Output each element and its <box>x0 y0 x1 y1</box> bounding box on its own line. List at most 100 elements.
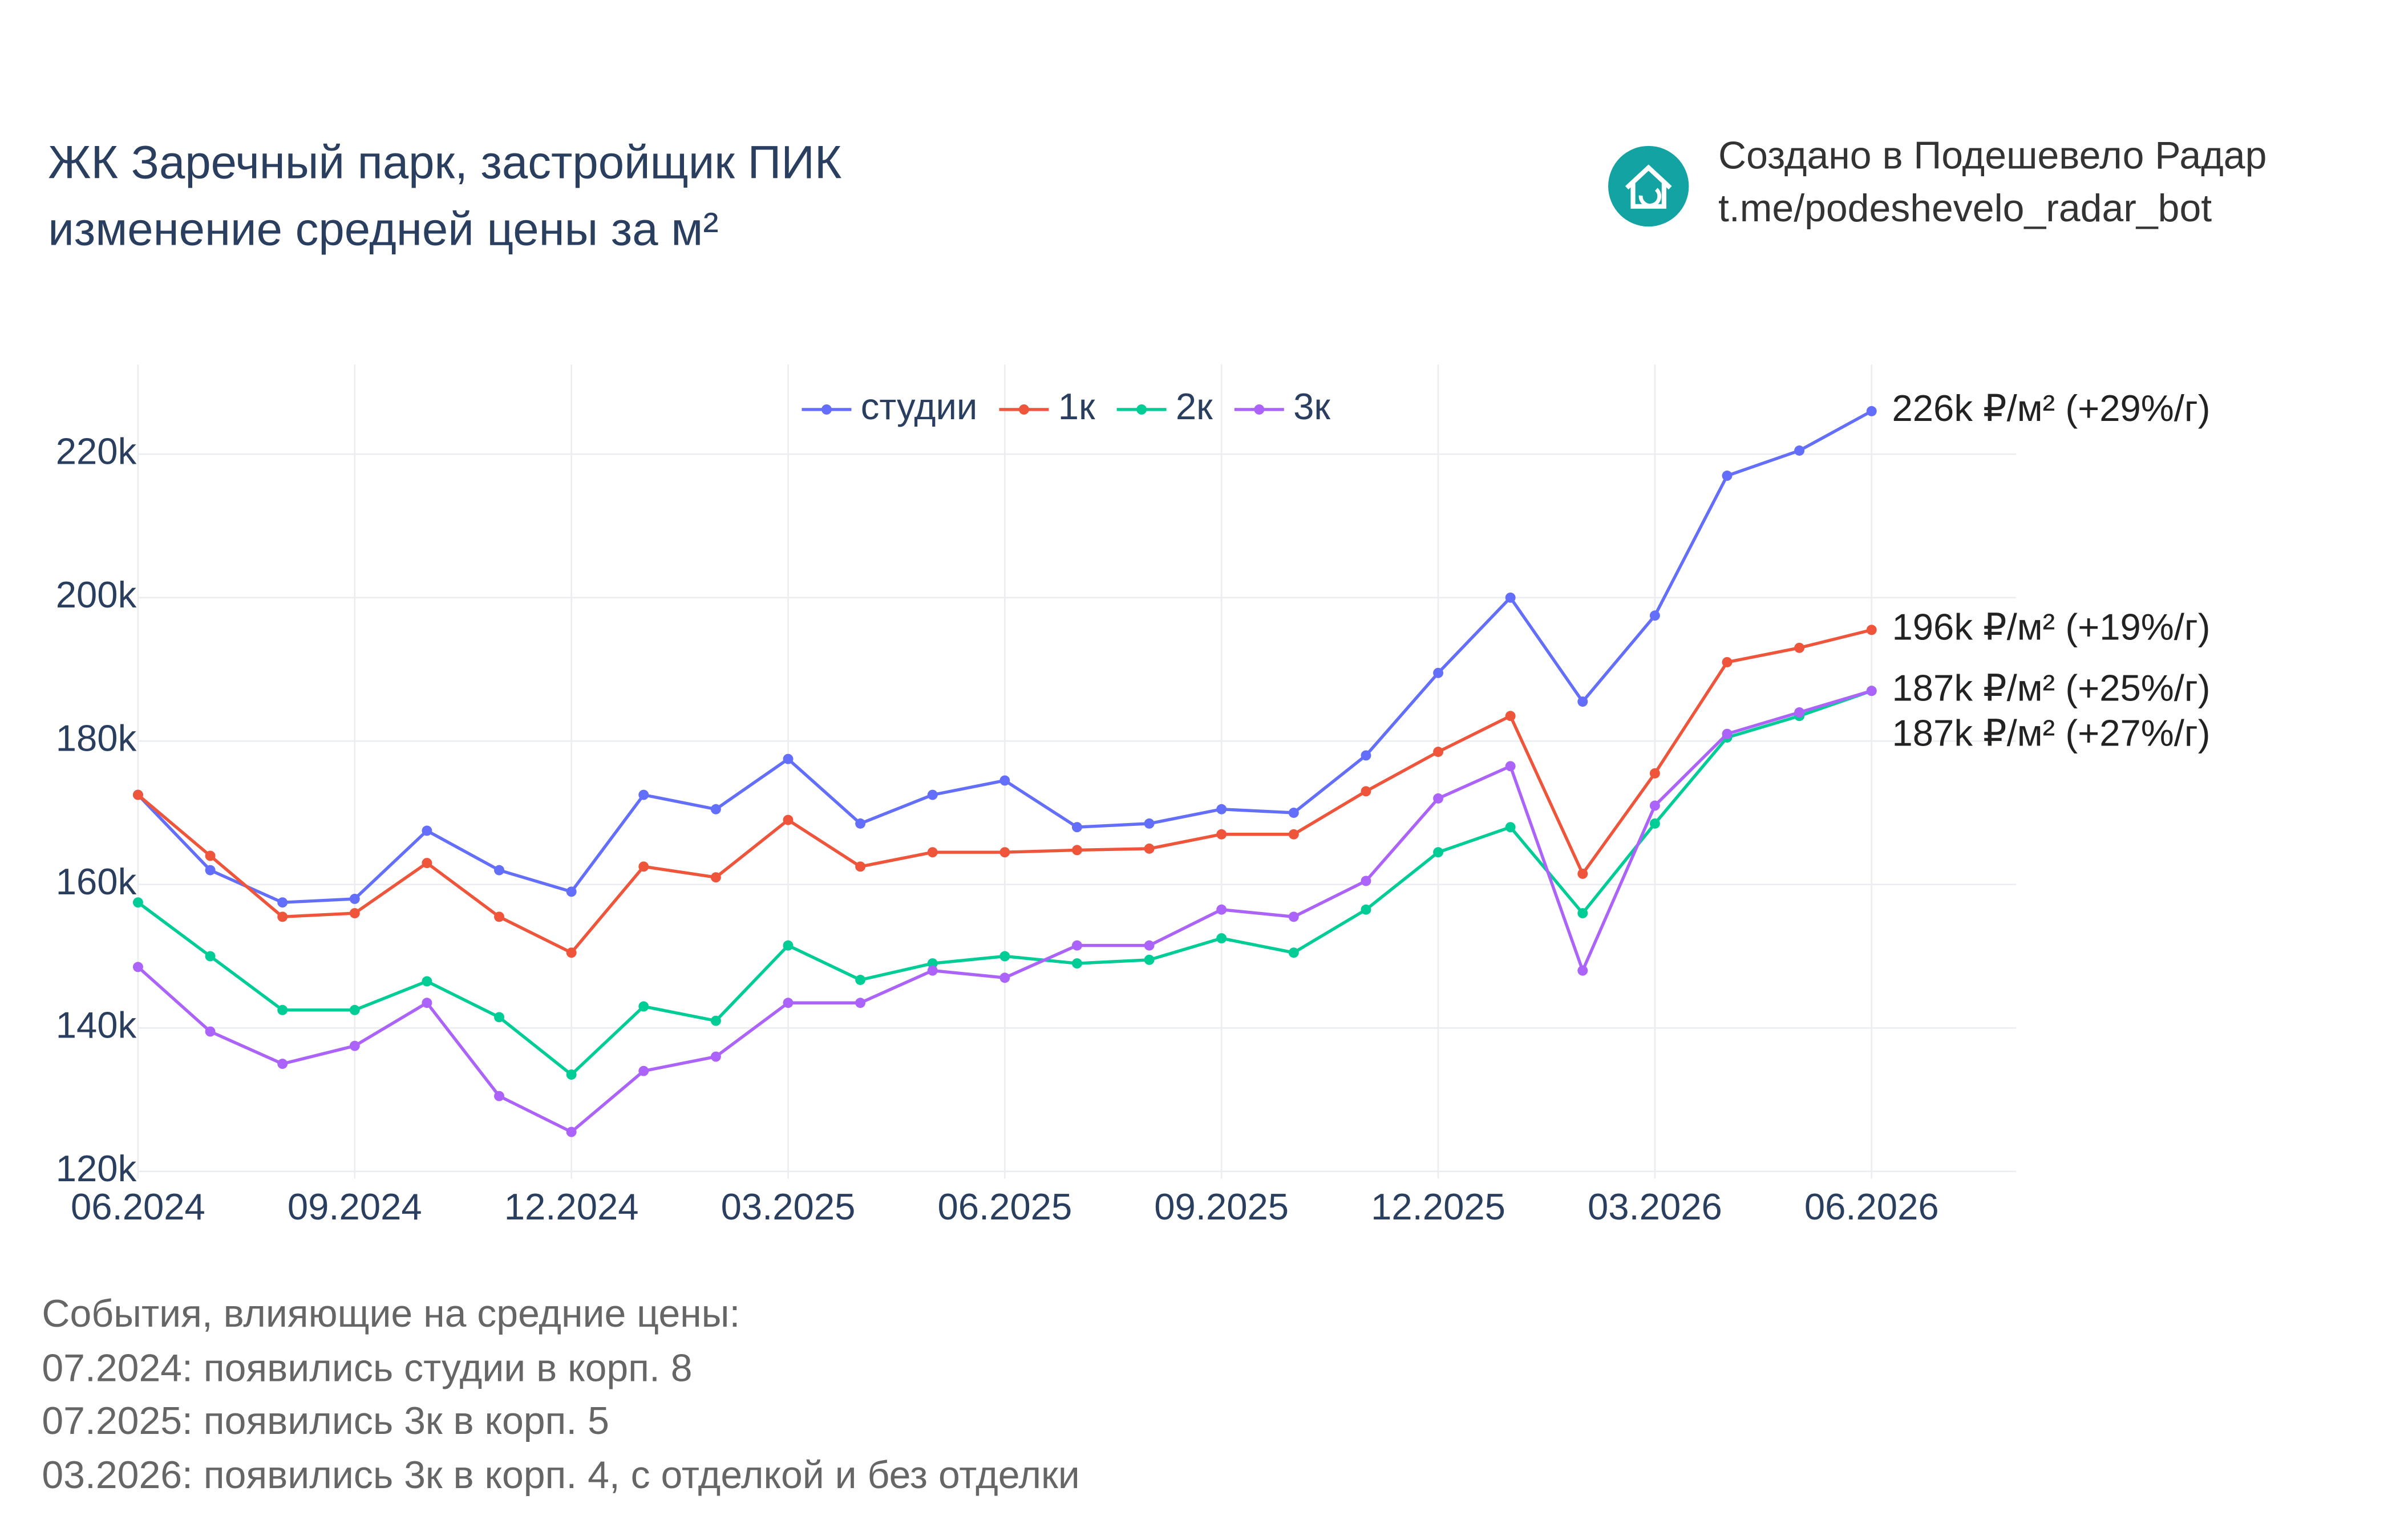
data-point <box>566 947 577 958</box>
data-point <box>710 1015 721 1026</box>
data-point <box>1866 406 1877 416</box>
end-label: 196k ₽/м² (+19%/г) <box>1892 606 2211 648</box>
data-point <box>1649 800 1660 811</box>
data-point <box>638 1001 649 1012</box>
data-point <box>349 1040 360 1051</box>
data-point <box>638 1065 649 1076</box>
data-point <box>1505 711 1516 722</box>
legend-label: 2к <box>1176 386 1213 427</box>
data-point <box>638 861 649 872</box>
y-tick-label: 160k <box>56 861 137 902</box>
data-point <box>1649 818 1660 829</box>
data-point <box>1071 958 1082 969</box>
data-point <box>927 965 938 976</box>
data-point <box>710 872 721 883</box>
data-point <box>1722 656 1733 667</box>
x-tick-label: 06.2026 <box>1804 1186 1939 1227</box>
credit: Создано в Подешевело Радар <box>1718 134 2267 177</box>
legend-marker <box>1018 404 1029 415</box>
data-point <box>277 897 288 908</box>
data-point <box>638 789 649 800</box>
credit-link: t.me/podeshevelo_radar_bot <box>1718 187 2212 230</box>
legend-marker <box>1254 404 1265 415</box>
data-point <box>494 911 504 922</box>
data-point <box>422 976 432 987</box>
data-point <box>132 897 143 908</box>
data-point <box>999 847 1010 858</box>
data-point <box>349 908 360 919</box>
data-point <box>1649 768 1660 779</box>
data-point <box>1577 908 1588 919</box>
data-point <box>422 858 432 869</box>
data-point <box>927 958 938 969</box>
data-point <box>277 1059 288 1069</box>
x-tick-label: 03.2025 <box>721 1186 856 1227</box>
data-point <box>566 1126 577 1137</box>
x-tick-label: 12.2025 <box>1371 1186 1505 1227</box>
data-point <box>855 861 866 872</box>
data-point <box>422 998 432 1008</box>
data-point <box>1144 940 1155 951</box>
data-point <box>1505 822 1516 833</box>
x-tick-label: 03.2026 <box>1588 1186 1722 1227</box>
data-point <box>1722 471 1733 481</box>
data-point <box>1505 592 1516 603</box>
data-point <box>927 789 938 800</box>
data-point <box>710 804 721 814</box>
event: 07.2024: появились студии в корп. 8 <box>42 1346 692 1389</box>
data-point <box>205 1026 216 1037</box>
data-point <box>1866 625 1877 635</box>
data-point <box>855 818 866 829</box>
x-tick-label: 12.2024 <box>504 1186 639 1227</box>
event: 07.2025: появились 3к в корп. 5 <box>42 1399 609 1442</box>
data-point <box>1288 808 1299 818</box>
y-tick-label: 140k <box>56 1004 137 1045</box>
data-point <box>1794 707 1805 718</box>
legend-label: студии <box>861 386 978 427</box>
data-point <box>855 975 866 985</box>
data-point <box>566 1069 577 1080</box>
legend-label: 3к <box>1293 386 1330 427</box>
data-point <box>494 865 504 876</box>
data-point <box>1794 642 1805 653</box>
data-point <box>566 886 577 897</box>
y-tick-label: 220k <box>56 431 137 472</box>
data-point <box>1288 829 1299 840</box>
data-point <box>1722 728 1733 739</box>
y-tick-label: 200k <box>56 574 137 615</box>
data-point <box>277 911 288 922</box>
x-tick-label: 09.2025 <box>1154 1186 1289 1227</box>
data-point <box>783 998 794 1008</box>
data-point <box>1649 610 1660 621</box>
data-point <box>1577 965 1588 976</box>
data-point <box>999 972 1010 983</box>
data-point <box>1361 750 1371 761</box>
event: 03.2026: появились 3к в корп. 4, с отдел… <box>42 1453 1079 1497</box>
data-point <box>205 865 216 876</box>
data-point <box>1433 747 1444 757</box>
legend-marker <box>821 404 832 415</box>
data-point <box>205 850 216 861</box>
events-title: События, влияющие на средние цены: <box>42 1292 740 1335</box>
data-point <box>999 775 1010 786</box>
end-label: 187k ₽/м² (+25%/г) <box>1892 667 2211 708</box>
data-point <box>205 951 216 962</box>
data-point <box>1216 933 1227 944</box>
data-point <box>1433 667 1444 678</box>
legend-label: 1к <box>1058 386 1095 427</box>
logo <box>1608 145 1689 227</box>
data-point <box>1866 686 1877 696</box>
data-point <box>1216 904 1227 915</box>
data-point <box>1505 761 1516 772</box>
data-point <box>1288 947 1299 958</box>
data-point <box>1361 876 1371 886</box>
chart-subtitle: изменение средней цены за м² <box>48 204 718 256</box>
data-point <box>1288 911 1299 922</box>
data-point <box>349 893 360 904</box>
end-label: 226k ₽/м² (+29%/г) <box>1892 387 2211 429</box>
data-point <box>494 1012 504 1023</box>
data-point <box>422 825 432 836</box>
data-point <box>1361 786 1371 797</box>
data-point <box>783 753 794 764</box>
